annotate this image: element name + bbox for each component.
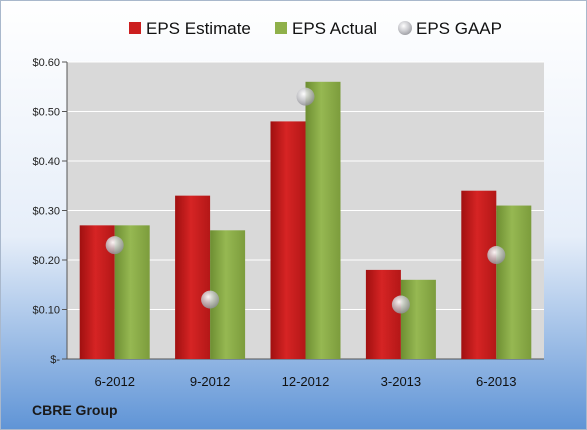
- estimate-bar: [461, 190, 497, 359]
- x-tick-label: 6-2012: [94, 374, 134, 389]
- x-tick-label: 3-2013: [381, 374, 421, 389]
- y-tick-label: $0.40: [32, 156, 60, 168]
- bars: [79, 81, 532, 360]
- legend-actual: EPS Actual: [275, 19, 377, 38]
- y-tick-label: $0.60: [32, 57, 60, 69]
- x-tick-label: 6-2013: [476, 374, 516, 389]
- gaap-point: [201, 290, 220, 309]
- legend-estimate-label: EPS Estimate: [146, 19, 251, 38]
- legend-actual-swatch: [275, 22, 287, 34]
- x-axis-ticks: 6-2012 9-2012 12-2012 3-2013 6-2013: [94, 374, 516, 389]
- legend: EPS Estimate EPS Actual EPS GAAP: [129, 19, 502, 38]
- company-label: CBRE Group: [32, 402, 118, 418]
- estimate-bar: [365, 269, 401, 359]
- legend-gaap: EPS GAAP: [398, 19, 502, 38]
- estimate-bar: [270, 121, 306, 360]
- y-tick-label: $0.30: [32, 206, 60, 218]
- x-tick-label: 12-2012: [282, 374, 330, 389]
- y-tick-label: $0.20: [32, 255, 60, 267]
- gaap-point: [105, 236, 124, 255]
- gaap-point: [391, 295, 410, 314]
- estimate-bar: [175, 195, 211, 359]
- actual-bar: [305, 81, 341, 360]
- y-tick-label: $0.10: [32, 305, 60, 317]
- y-tick-label: $0.50: [32, 107, 60, 119]
- legend-estimate: EPS Estimate: [129, 19, 251, 38]
- x-tick-label: 9-2012: [190, 374, 230, 389]
- actual-bar: [496, 205, 532, 359]
- legend-actual-label: EPS Actual: [292, 19, 377, 38]
- legend-gaap-swatch: [398, 21, 412, 35]
- gaap-points: [105, 87, 506, 314]
- gaap-point: [296, 87, 315, 106]
- legend-gaap-label: EPS GAAP: [416, 19, 502, 38]
- actual-bar: [400, 279, 436, 359]
- gaap-point: [487, 246, 506, 265]
- y-tick-label: $-: [50, 354, 60, 366]
- legend-estimate-swatch: [129, 22, 141, 34]
